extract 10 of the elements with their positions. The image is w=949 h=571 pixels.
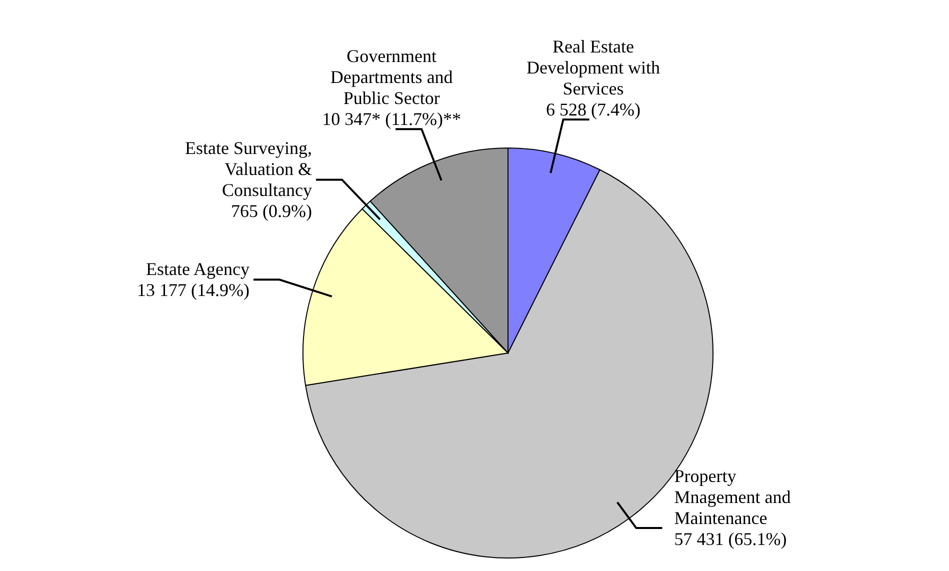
slice-label: Property Mnagement and Maintenance bbox=[674, 466, 791, 528]
data-label: 765 (0.9%) bbox=[230, 201, 312, 222]
data-label: 57 431 (65.1%) bbox=[674, 529, 787, 550]
data-label: 6 528 (7.4%) bbox=[546, 99, 641, 120]
slice-label: Estate Agency bbox=[146, 259, 250, 280]
slice-label: Estate Surveying, Valuation & Consultancy bbox=[184, 138, 312, 200]
data-label: 10 347* (11.7%)** bbox=[322, 109, 461, 130]
slice-label: Real Estate Development with Services bbox=[526, 36, 660, 98]
slice-label: Government Departments and Public Sector bbox=[330, 46, 453, 108]
data-label: 13 177 (14.9%) bbox=[136, 280, 250, 300]
